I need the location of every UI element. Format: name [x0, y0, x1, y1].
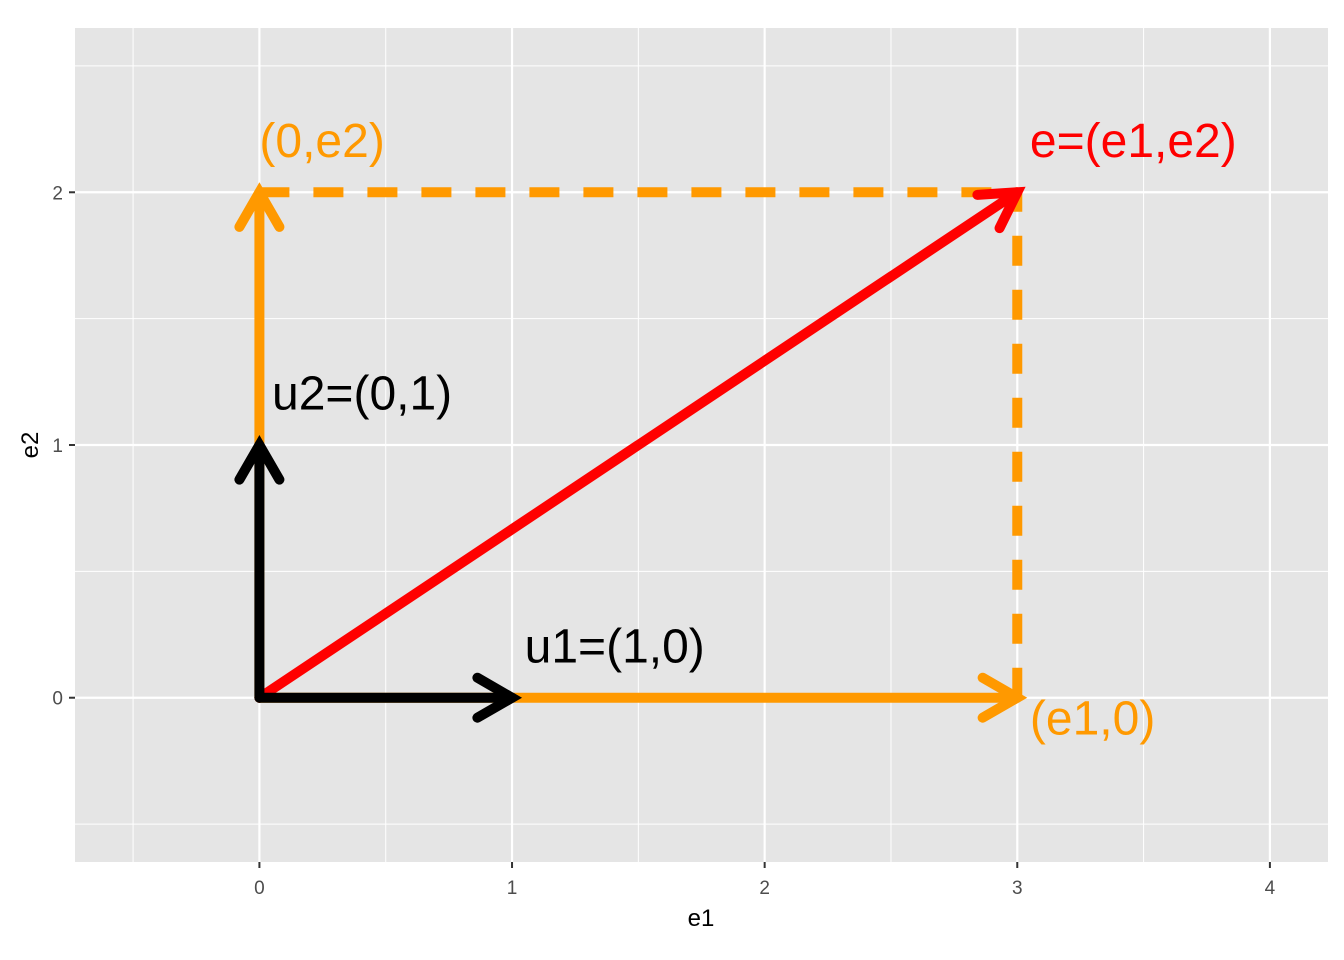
- annotation: u2=(0,1): [272, 368, 452, 421]
- y-tick-label: 1: [52, 436, 63, 457]
- arrow-head: [234, 435, 285, 485]
- y-tick-label: 0: [52, 689, 63, 710]
- annotation: (0,e2): [259, 115, 384, 168]
- arrow-head: [977, 672, 1028, 723]
- annotation: u1=(1,0): [525, 620, 705, 673]
- x-tick-label: 2: [759, 878, 770, 899]
- x-tick-label: 1: [507, 878, 518, 899]
- vector: [254, 187, 1023, 703]
- x-axis-title: e1: [688, 905, 715, 932]
- x-tick-label: 0: [254, 878, 265, 899]
- x-tick-label: 3: [1012, 878, 1023, 899]
- annotation: (e1,0): [1030, 692, 1155, 745]
- x-tick-label: 4: [1265, 878, 1276, 899]
- arrow-head: [472, 672, 523, 723]
- arrow-head: [234, 182, 285, 232]
- annotation: e=(e1,e2): [1030, 115, 1237, 168]
- y-axis-title: e2: [17, 432, 44, 459]
- y-tick-label: 2: [52, 183, 63, 204]
- arrow-head: [972, 186, 1026, 234]
